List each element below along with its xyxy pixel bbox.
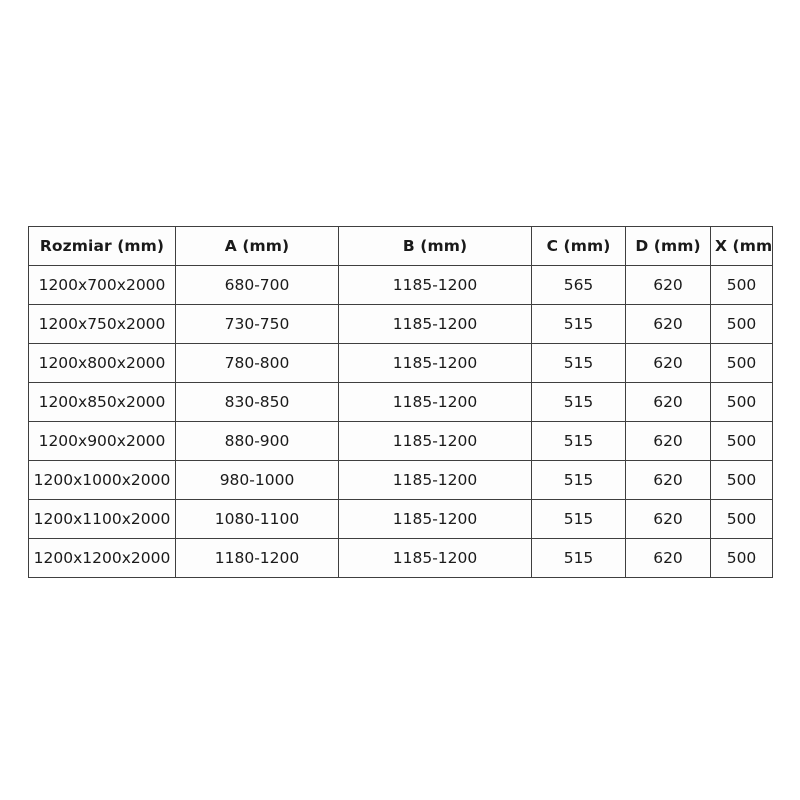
cell-b: 1185-1200: [338, 304, 532, 344]
cell-b: 1185-1200: [338, 538, 532, 578]
table-header-row: Rozmiar (mm) A (mm) B (mm) C (mm) D (mm)…: [28, 226, 773, 266]
cell-rozmiar: 1200x1000x2000: [28, 460, 176, 500]
cell-a: 730-750: [175, 304, 339, 344]
cell-d: 620: [625, 304, 711, 344]
cell-c: 515: [531, 382, 626, 422]
cell-d: 620: [625, 499, 711, 539]
table-row: 1200x750x2000 730-750 1185-1200 515 620 …: [28, 304, 773, 344]
cell-x: 500: [710, 343, 773, 383]
table-row: 1200x1000x2000 980-1000 1185-1200 515 62…: [28, 460, 773, 500]
cell-a: 980-1000: [175, 460, 339, 500]
cell-x: 500: [710, 304, 773, 344]
column-header-b: B (mm): [338, 226, 532, 266]
table-row: 1200x850x2000 830-850 1185-1200 515 620 …: [28, 382, 773, 422]
cell-b: 1185-1200: [338, 421, 532, 461]
cell-b: 1185-1200: [338, 382, 532, 422]
cell-b: 1185-1200: [338, 499, 532, 539]
cell-d: 620: [625, 421, 711, 461]
cell-a: 780-800: [175, 343, 339, 383]
cell-a: 1180-1200: [175, 538, 339, 578]
cell-rozmiar: 1200x900x2000: [28, 421, 176, 461]
cell-rozmiar: 1200x1200x2000: [28, 538, 176, 578]
cell-d: 620: [625, 265, 711, 305]
cell-c: 515: [531, 343, 626, 383]
column-header-a: A (mm): [175, 226, 339, 266]
table-row: 1200x1200x2000 1180-1200 1185-1200 515 6…: [28, 538, 773, 578]
spec-table: Rozmiar (mm) A (mm) B (mm) C (mm) D (mm)…: [28, 226, 773, 578]
column-header-c: C (mm): [531, 226, 626, 266]
cell-rozmiar: 1200x850x2000: [28, 382, 176, 422]
spec-table-header: Rozmiar (mm) A (mm) B (mm) C (mm) D (mm)…: [28, 226, 773, 266]
cell-c: 565: [531, 265, 626, 305]
table-row: 1200x700x2000 680-700 1185-1200 565 620 …: [28, 265, 773, 305]
cell-d: 620: [625, 538, 711, 578]
cell-x: 500: [710, 538, 773, 578]
cell-d: 620: [625, 460, 711, 500]
cell-c: 515: [531, 304, 626, 344]
cell-x: 500: [710, 499, 773, 539]
cell-rozmiar: 1200x750x2000: [28, 304, 176, 344]
table-row: 1200x800x2000 780-800 1185-1200 515 620 …: [28, 343, 773, 383]
cell-rozmiar: 1200x1100x2000: [28, 499, 176, 539]
cell-x: 500: [710, 382, 773, 422]
spec-table-container: Rozmiar (mm) A (mm) B (mm) C (mm) D (mm)…: [28, 226, 773, 578]
cell-c: 515: [531, 421, 626, 461]
table-row: 1200x900x2000 880-900 1185-1200 515 620 …: [28, 421, 773, 461]
cell-rozmiar: 1200x800x2000: [28, 343, 176, 383]
cell-a: 680-700: [175, 265, 339, 305]
column-header-rozmiar: Rozmiar (mm): [28, 226, 176, 266]
cell-rozmiar: 1200x700x2000: [28, 265, 176, 305]
cell-b: 1185-1200: [338, 265, 532, 305]
table-row: 1200x1100x2000 1080-1100 1185-1200 515 6…: [28, 499, 773, 539]
column-header-x: X (mm): [710, 226, 773, 266]
cell-x: 500: [710, 460, 773, 500]
cell-x: 500: [710, 421, 773, 461]
cell-c: 515: [531, 538, 626, 578]
cell-c: 515: [531, 499, 626, 539]
cell-a: 880-900: [175, 421, 339, 461]
cell-d: 620: [625, 382, 711, 422]
spec-table-body: 1200x700x2000 680-700 1185-1200 565 620 …: [28, 265, 773, 578]
cell-a: 830-850: [175, 382, 339, 422]
column-header-d: D (mm): [625, 226, 711, 266]
cell-c: 515: [531, 460, 626, 500]
cell-x: 500: [710, 265, 773, 305]
cell-a: 1080-1100: [175, 499, 339, 539]
cell-b: 1185-1200: [338, 460, 532, 500]
cell-b: 1185-1200: [338, 343, 532, 383]
cell-d: 620: [625, 343, 711, 383]
